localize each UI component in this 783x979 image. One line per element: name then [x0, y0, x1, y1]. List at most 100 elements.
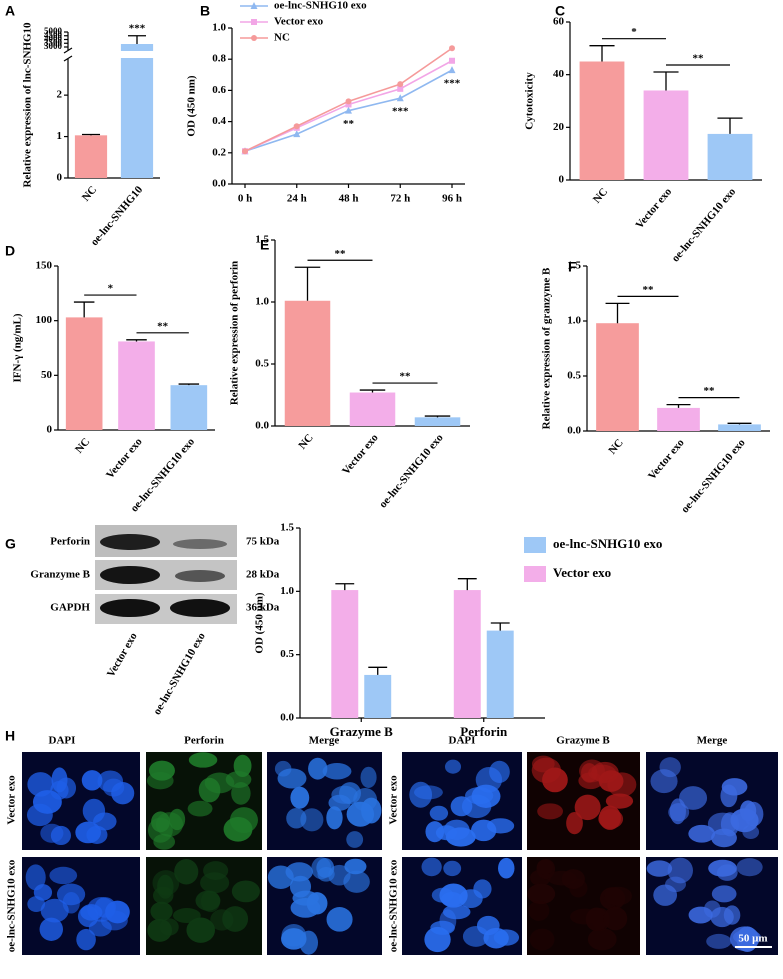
- panel-label: D: [5, 243, 15, 259]
- cell: [536, 859, 554, 875]
- blot-size: 36 kDa: [246, 602, 280, 614]
- y-axis-label: OD (450 nm): [254, 592, 266, 653]
- cell: [720, 812, 740, 837]
- cell: [493, 929, 520, 946]
- bar: [349, 392, 396, 426]
- row-label: oe-lnc-SNHG10 exo: [6, 859, 18, 952]
- cell: [289, 875, 312, 898]
- error-bar: [359, 389, 386, 393]
- y-tick-label: 0.8: [212, 53, 226, 65]
- y-tick-label: 1.0: [567, 315, 581, 327]
- cell: [465, 787, 494, 805]
- cell: [40, 823, 64, 843]
- cell: [646, 860, 673, 877]
- y-tick-label: 20: [553, 121, 565, 133]
- y-tick-label: 4500: [44, 30, 63, 40]
- y-tick-label: 1.5: [280, 522, 294, 534]
- y-tick-label: 0.2: [212, 146, 226, 158]
- marker: [250, 2, 258, 9]
- error-bar: [727, 422, 752, 425]
- blot-band: [100, 566, 160, 584]
- y-tick-label: 0: [57, 172, 63, 184]
- marker: [448, 66, 456, 74]
- cell: [277, 768, 307, 789]
- cell: [87, 897, 116, 922]
- x-tick-label: Grazyme B: [330, 724, 394, 739]
- cell: [531, 755, 555, 773]
- legend-swatch: [524, 537, 546, 553]
- marker: [449, 45, 455, 52]
- y-tick-label: 1.0: [255, 296, 269, 308]
- significance-label: ***: [392, 106, 409, 118]
- cell: [203, 861, 229, 881]
- y-tick-label: 100: [36, 314, 53, 326]
- bar: [453, 590, 481, 718]
- cell: [27, 772, 54, 797]
- cell: [229, 807, 258, 834]
- cell: [414, 785, 443, 800]
- error-bar: [666, 403, 691, 408]
- y-tick-label: 4000: [44, 34, 63, 44]
- error-bar: [368, 666, 388, 675]
- blot-protein: Perforin: [50, 536, 90, 548]
- column-label: DAPI: [49, 735, 76, 747]
- error-bar: [490, 622, 510, 631]
- cell: [317, 866, 335, 882]
- marker: [242, 148, 248, 155]
- blot-band: [100, 534, 160, 550]
- cell: [442, 904, 471, 920]
- marker: [396, 94, 404, 102]
- cell: [443, 819, 470, 841]
- column-label: Grazyme B: [556, 735, 610, 747]
- cell: [598, 809, 624, 829]
- y-tick-label: 5000: [44, 26, 63, 36]
- cell: [706, 933, 732, 949]
- blot-protein: Granzyme B: [30, 569, 90, 581]
- cell: [587, 928, 617, 951]
- panel-label: B: [200, 3, 210, 19]
- cell: [708, 859, 737, 877]
- y-tick-label: 0.0: [255, 420, 269, 432]
- cell: [286, 808, 307, 829]
- error-bar: [605, 302, 630, 324]
- legend-label: Vector exo: [274, 16, 324, 28]
- y-tick-label: 0.5: [567, 370, 581, 382]
- column-label: DAPI: [449, 735, 476, 747]
- bar: [596, 323, 639, 431]
- cell: [444, 759, 462, 774]
- y-tick-label: 0.0: [567, 425, 581, 437]
- cell: [339, 782, 361, 805]
- cell: [188, 752, 218, 768]
- marker: [397, 85, 404, 92]
- cell: [489, 760, 510, 783]
- error-bar: [81, 133, 101, 136]
- cell: [56, 777, 77, 799]
- significance-label: **: [335, 248, 347, 260]
- y-tick-label: 1.0: [280, 585, 294, 597]
- panel-label: E: [260, 237, 269, 253]
- panel-label: F: [568, 259, 577, 275]
- marker: [449, 57, 455, 64]
- significance-label: ***: [444, 78, 461, 90]
- cell: [343, 870, 370, 893]
- significance-label: **: [643, 284, 655, 296]
- y-axis-label: OD (450 nm): [186, 75, 198, 136]
- x-tick-label: 72 h: [390, 193, 410, 205]
- blot-protein: GAPDH: [50, 602, 90, 614]
- significance-label: ***: [129, 22, 146, 34]
- cell: [665, 876, 686, 893]
- y-tick-label: 0.5: [255, 358, 269, 370]
- cell: [322, 763, 352, 780]
- bar: [657, 407, 700, 431]
- cell: [231, 880, 260, 903]
- cell: [174, 859, 199, 885]
- bar: [118, 341, 155, 430]
- significance-label: *: [631, 26, 637, 38]
- y-tick-label: 0: [559, 174, 565, 186]
- error-bar: [457, 578, 477, 591]
- marker: [345, 106, 352, 114]
- y-tick-label: 1.5: [255, 234, 269, 246]
- legend-label: oe-lnc-SNHG10 exo: [274, 0, 367, 12]
- cell: [585, 907, 608, 932]
